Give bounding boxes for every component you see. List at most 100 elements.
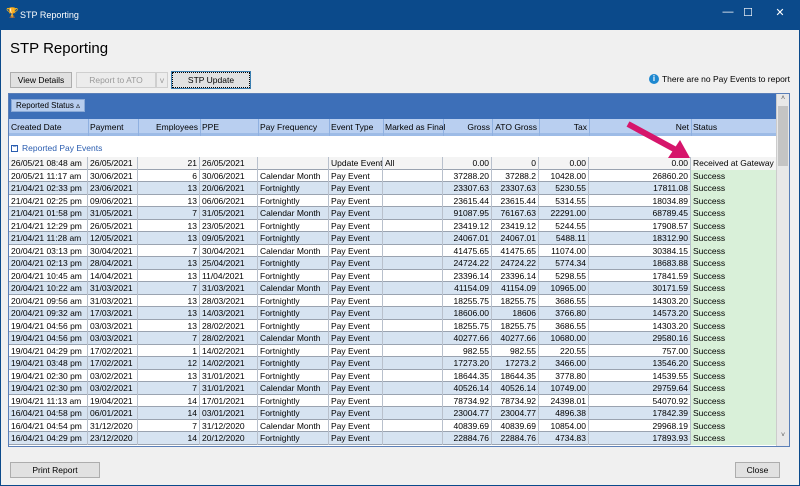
cell-marked-as-final: All [383, 157, 443, 170]
table-row[interactable]: 20/04/21 10:45 am 14/04/2021 13 11/04/2021 F… [9, 269, 778, 282]
column-header-employees[interactable]: Employees [155, 122, 198, 132]
table-row[interactable]: 19/04/21 04:29 pm 17/02/2021 1 14/02/2021 Fo… [9, 344, 778, 357]
print-report-button[interactable]: Print Report [10, 462, 100, 478]
cell-net: 18683.88 [589, 257, 691, 270]
column-header-gross[interactable]: Gross [467, 122, 490, 132]
scroll-up-icon[interactable]: ˄ [780, 95, 786, 102]
column-divider[interactable] [539, 119, 540, 136]
table-row[interactable]: 20/04/21 02:13 pm 28/04/2021 13 25/04/2021 F… [9, 257, 778, 270]
column-divider[interactable] [200, 119, 201, 136]
cell-tax: 5774.34 [539, 257, 589, 270]
cell-event-type: Pay Event [329, 432, 383, 445]
cell-tax: 3686.55 [539, 294, 589, 307]
cell-pay-frequency: Fortnightly [258, 182, 329, 195]
cell-gross: 24724.22 [443, 257, 492, 270]
cell-status: Success [691, 432, 778, 445]
column-header-net[interactable]: Net [675, 122, 689, 132]
info-icon: i [648, 74, 659, 84]
column-header-payment[interactable]: Payment [90, 122, 124, 132]
table-row[interactable]: 19/04/21 03:48 pm 17/02/2021 12 14/02/2021 F… [9, 357, 778, 370]
column-divider[interactable] [383, 119, 384, 136]
cell-gross: 24067.01 [443, 232, 492, 245]
column-divider[interactable] [138, 119, 139, 136]
cell-ato-gross: 18644.35 [492, 369, 539, 382]
table-row[interactable]: 21/04/21 02:25 pm 09/06/2021 13 06/06/2021 F… [9, 194, 778, 207]
cell-created-date: 19/04/21 03:48 pm [9, 357, 88, 370]
cell-net: 18312.90 [589, 232, 691, 245]
cell-created-date: 19/04/21 02:30 pm [9, 369, 88, 382]
cell-pay-frequency: Calendar Month [258, 169, 329, 182]
column-header-ppe[interactable]: PPE [202, 122, 220, 132]
column-header-event-type[interactable]: Event Type [331, 122, 374, 132]
cell-status: Success [691, 294, 778, 307]
table-row[interactable]: 19/04/21 04:56 pm 03/03/2021 13 28/02/2021 F… [9, 319, 778, 332]
column-header-status[interactable]: Status [693, 122, 718, 132]
table-row[interactable]: 26/05/21 08:48 am 26/05/2021 21 26/05/2021 U… [9, 157, 778, 170]
group-row-reported-pay-events[interactable]: − Reported Pay Events [9, 140, 778, 157]
table-row[interactable]: 19/04/21 04:56 pm 03/03/2021 7 28/02/2021 Ca… [9, 332, 778, 345]
cell-tax: 4896.38 [539, 407, 589, 420]
table-row[interactable]: 21/04/21 12:29 pm 26/05/2021 13 23/05/2021 F… [9, 219, 778, 232]
column-header-tax[interactable]: Tax [573, 122, 587, 132]
cell-tax: 0.00 [539, 157, 589, 170]
view-details-button[interactable]: View Details [10, 72, 72, 88]
cell-pay-frequency [258, 157, 329, 170]
cell-ppe: 31/05/2021 [200, 207, 258, 220]
table-row[interactable]: 20/04/21 03:13 pm 30/04/2021 7 30/04/2021 Ca… [9, 244, 778, 257]
collapse-icon[interactable]: − [11, 144, 18, 152]
column-divider[interactable] [492, 119, 493, 136]
group-label: Reported Pay Events [22, 143, 103, 153]
cell-pay-frequency: Fortnightly [258, 219, 329, 232]
table-row[interactable]: 20/04/21 09:32 am 17/03/2021 13 14/03/2021 F… [9, 307, 778, 320]
cell-net: 54070.92 [589, 394, 691, 407]
column-divider[interactable] [88, 119, 89, 136]
cell-marked-as-final [383, 194, 443, 207]
table-row[interactable]: 16/04/21 04:29 pm 23/12/2020 14 20/12/2020 F… [9, 432, 778, 445]
maximize-button[interactable]: ☐ [743, 7, 753, 19]
table-row[interactable]: 19/04/21 02:30 pm 03/02/2021 13 31/01/2021 F… [9, 369, 778, 382]
stp-update-button[interactable]: STP Update [171, 71, 251, 89]
column-header-created-date[interactable]: Created Date [11, 122, 62, 132]
column-divider[interactable] [691, 119, 692, 136]
table-row[interactable]: 19/04/21 02:30 pm 03/02/2021 7 31/01/2021 Ca… [9, 382, 778, 395]
cell-status: Success [691, 244, 778, 257]
column-header-marked-as-final[interactable]: Marked as Final [385, 122, 446, 132]
column-header-ato-gross[interactable]: ATO Gross [495, 122, 537, 132]
scrollbar-thumb[interactable] [778, 106, 788, 166]
table-row[interactable]: 21/04/21 02:33 pm 23/06/2021 13 20/06/2021 F… [9, 182, 778, 195]
scroll-down-icon[interactable]: ˅ [780, 432, 786, 439]
column-header-pay-frequency[interactable]: Pay Frequency [260, 122, 318, 132]
cell-employees: 13 [138, 369, 200, 382]
cell-ppe: 11/04/2021 [200, 269, 258, 282]
column-divider[interactable] [329, 119, 330, 136]
group-chip-reported-status[interactable]: Reported Status ▵ [11, 99, 86, 112]
cell-tax: 5244.55 [539, 219, 589, 232]
column-divider[interactable] [443, 119, 444, 136]
report-dropdown-button[interactable]: v [156, 72, 168, 88]
cell-payment: 26/05/2021 [88, 157, 138, 170]
cell-status: Received at Gateway - a [691, 157, 778, 170]
cell-net: 14303.20 [589, 294, 691, 307]
close-window-button[interactable]: ✕ [775, 7, 785, 19]
table-row[interactable]: 20/05/21 11:17 am 30/06/2021 6 30/06/2021 Ca… [9, 169, 778, 182]
table-row[interactable]: 16/04/21 04:58 pm 06/01/2021 14 03/01/2021 F… [9, 407, 778, 420]
cell-net: 17842.39 [589, 407, 691, 420]
cell-gross: 91087.95 [443, 207, 492, 220]
cell-created-date: 26/05/21 08:48 am [9, 157, 88, 170]
table-row[interactable]: 21/04/21 01:58 pm 31/05/2021 7 31/05/2021 Ca… [9, 207, 778, 220]
cell-ato-gross: 22884.76 [492, 432, 539, 445]
close-button[interactable]: Close [735, 462, 780, 478]
cell-status: Success [691, 394, 778, 407]
column-divider[interactable] [589, 119, 590, 136]
table-row[interactable]: 19/04/21 11:13 am 19/04/2021 14 17/01/2021 F… [9, 394, 778, 407]
table-row[interactable]: 21/04/21 11:28 am 12/05/2021 13 09/05/2021 F… [9, 232, 778, 245]
table-row[interactable]: 16/04/21 04:54 pm 31/12/2020 7 31/12/2020 Ca… [9, 419, 778, 432]
column-divider[interactable] [258, 119, 259, 136]
minimize-button[interactable]: — [722, 6, 734, 18]
vertical-scrollbar[interactable]: ˄ ˅ [776, 94, 789, 446]
report-to-ato-button[interactable]: Report to ATO [76, 72, 156, 88]
cell-status: Success [691, 257, 778, 270]
cell-status: Success [691, 407, 778, 420]
table-row[interactable]: 20/04/21 09:56 am 31/03/2021 13 28/03/2021 F… [9, 294, 778, 307]
table-row[interactable]: 20/04/21 10:22 am 31/03/2021 7 31/03/2021 Ca… [9, 282, 778, 295]
